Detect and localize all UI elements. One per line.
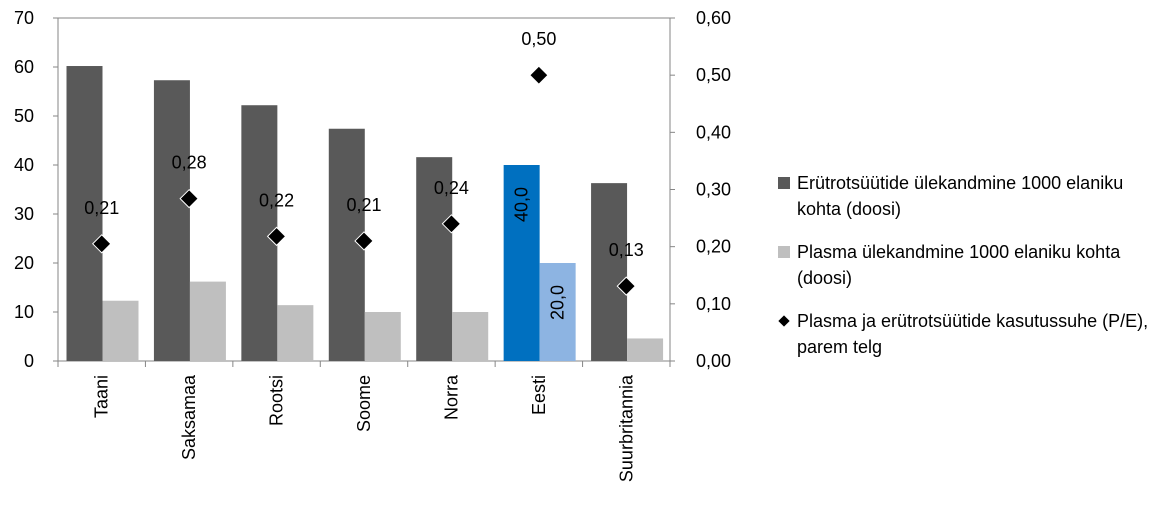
legend: Erütrotsüütide ülekandmine 1000 elaniku …	[778, 170, 1168, 377]
right-axis-tick-label: 0,50	[696, 65, 731, 85]
legend-swatch-plasma	[778, 246, 790, 258]
category-label-1: Saksamaa	[179, 374, 199, 460]
right-axis-tick-label: 0,30	[696, 180, 731, 200]
bar-plasma-0	[102, 300, 139, 361]
category-label-2: Rootsi	[267, 375, 287, 426]
left-axis-tick-label: 70	[14, 8, 34, 28]
legend-swatch-erytrocytes	[778, 177, 790, 189]
ratio-label-6: 0,13	[609, 240, 644, 260]
right-axis-tick-label: 0,00	[696, 351, 731, 371]
ratio-marker-0	[92, 234, 112, 254]
left-axis-tick-label: 30	[14, 204, 34, 224]
ratio-label-2: 0,22	[259, 190, 294, 210]
bar-erytrocytes-4	[416, 157, 453, 361]
category-label-5: Eesti	[529, 375, 549, 415]
bar-erytrocytes-5	[503, 165, 540, 361]
bar-plasma-1	[189, 281, 226, 361]
bar-plasma-4	[452, 312, 489, 361]
ratio-marker-3	[354, 231, 374, 251]
right-axis-tick-label: 0,20	[696, 237, 731, 257]
ratio-label-4: 0,24	[434, 178, 469, 198]
data-label-erytrocytes-5: 40,0	[512, 187, 532, 222]
bar-erytrocytes-6	[591, 183, 628, 361]
bar-plasma-5	[539, 263, 576, 361]
ratio-marker-1	[179, 188, 199, 209]
ratio-label-5: 0,50	[521, 29, 556, 49]
category-label-3: Soome	[354, 375, 374, 432]
legend-marker-ratio	[778, 315, 790, 327]
ratio-marker-6	[616, 276, 636, 296]
legend-item-erytrocytes: Erütrotsüütide ülekandmine 1000 elaniku …	[778, 170, 1168, 222]
right-axis-tick-label: 0,10	[696, 294, 731, 314]
left-axis-tick-label: 50	[14, 106, 34, 126]
bar-plasma-3	[364, 312, 401, 361]
bar-erytrocytes-0	[66, 66, 103, 362]
data-label-plasma-5: 20,0	[548, 285, 568, 320]
category-label-4: Norra	[441, 374, 461, 420]
left-axis-tick-label: 60	[14, 57, 34, 77]
left-axis-tick-label: 40	[14, 155, 34, 175]
bar-erytrocytes-1	[153, 80, 190, 361]
bar-plasma-6	[627, 338, 664, 361]
ratio-marker-4	[441, 214, 462, 234]
right-axis-tick-label: 0,60	[696, 8, 731, 28]
legend-label-erytrocytes: Erütrotsüütide ülekandmine 1000 elaniku …	[797, 173, 1124, 219]
plot-area: 0 10 20 30 40 50 60 70 0,00 0,10 0,20 0,30 0,40 0,50 0…	[14, 8, 731, 482]
legend-label-plasma: Plasma ülekandmine 1000 elaniku kohta (d…	[797, 242, 1121, 288]
ratio-label-1: 0,28	[172, 153, 207, 173]
legend-label-ratio: Plasma ja erütrotsüütide kasutussuhe (P/…	[797, 311, 1149, 357]
legend-item-plasma: Plasma ülekandmine 1000 elaniku kohta (d…	[778, 239, 1168, 291]
left-axis-tick-label: 20	[14, 253, 34, 273]
left-axis-tick-label: 0	[24, 351, 34, 371]
left-axis-tick-label: 10	[14, 302, 34, 322]
bar-plasma-2	[277, 305, 314, 361]
category-label-6: Suurbritannia	[616, 374, 636, 482]
ratio-marker-5	[529, 65, 549, 85]
ratio-marker-2	[266, 226, 287, 247]
category-label-0: Taani	[92, 375, 112, 418]
right-axis-tick-label: 0,40	[696, 122, 731, 142]
ratio-label-0: 0,21	[84, 198, 119, 218]
ratio-label-3: 0,21	[346, 195, 381, 215]
legend-item-ratio: Plasma ja erütrotsüütide kasutussuhe (P/…	[778, 308, 1168, 360]
